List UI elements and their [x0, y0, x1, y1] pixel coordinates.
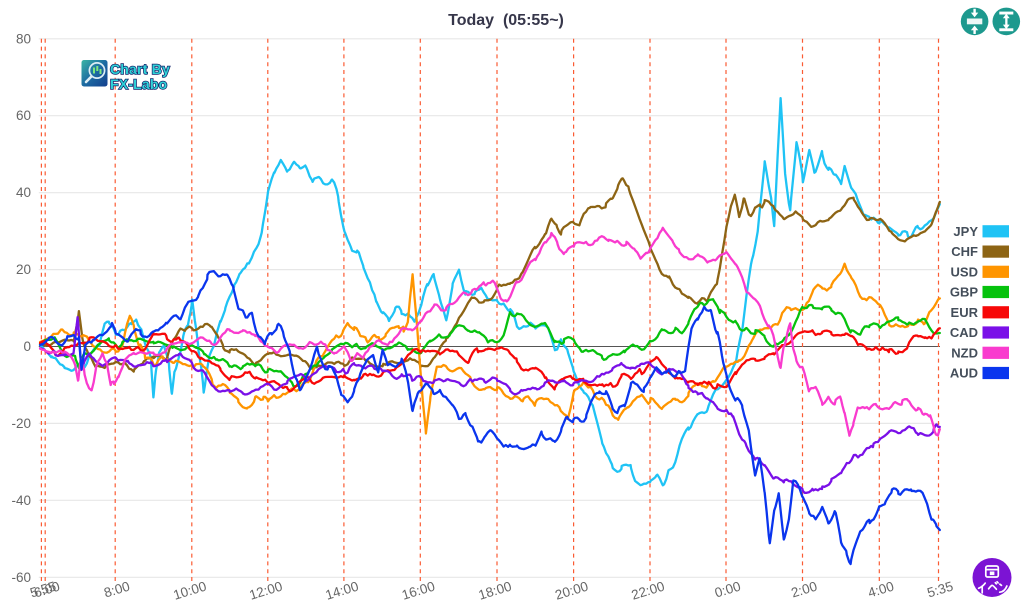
- svg-text:2:00: 2:00: [789, 579, 819, 601]
- svg-text:CAD: CAD: [950, 325, 978, 340]
- svg-text:-20: -20: [11, 416, 31, 431]
- svg-text:CHF: CHF: [951, 244, 978, 259]
- svg-text:EUR: EUR: [951, 305, 979, 320]
- svg-text:40: 40: [16, 185, 31, 200]
- svg-text:GBP: GBP: [950, 285, 979, 300]
- svg-text:-60: -60: [11, 570, 31, 585]
- svg-text:Chart By: Chart By: [110, 61, 170, 77]
- svg-text:0: 0: [23, 339, 31, 354]
- svg-text:8:00: 8:00: [102, 579, 132, 601]
- svg-text:AUD: AUD: [950, 366, 978, 381]
- svg-text:0:00: 0:00: [713, 579, 743, 601]
- svg-text:NZD: NZD: [951, 345, 978, 360]
- svg-text:USD: USD: [951, 264, 978, 279]
- svg-text:60: 60: [16, 108, 31, 123]
- svg-text:5:35: 5:35: [925, 579, 955, 601]
- svg-text:FX-Labo: FX-Labo: [110, 76, 167, 92]
- svg-text:6:00: 6:00: [32, 579, 62, 601]
- svg-text:Today (05:55~): Today (05:55~): [448, 12, 564, 29]
- svg-text:20: 20: [16, 262, 31, 277]
- svg-text:-40: -40: [11, 493, 31, 508]
- svg-text:4:00: 4:00: [866, 579, 896, 601]
- svg-text:80: 80: [16, 31, 31, 46]
- svg-text:5:55: 5:55: [28, 579, 58, 601]
- svg-text:JPY: JPY: [953, 224, 978, 239]
